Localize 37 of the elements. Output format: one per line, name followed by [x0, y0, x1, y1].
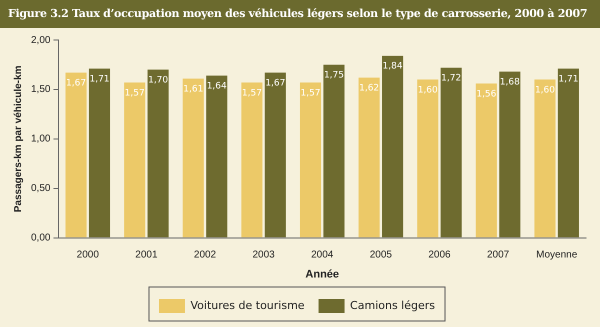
y-tick-label: 1,50: [30, 84, 51, 96]
data-label: 1,72: [441, 74, 462, 84]
data-label: 1,84: [382, 62, 403, 72]
data-label: 1,57: [124, 88, 145, 98]
x-tick-label: 2006: [428, 250, 452, 261]
data-label: 1,57: [300, 88, 321, 98]
data-label: 1,60: [534, 85, 556, 96]
x-tick-label: 2001: [135, 250, 158, 261]
data-label: 1,67: [66, 78, 86, 88]
data-label: 1,70: [148, 76, 168, 86]
data-label: 1,56: [476, 89, 497, 100]
x-axis-title: Année: [305, 268, 340, 280]
y-tick-label: 2,00: [30, 34, 51, 46]
x-tick-label: 2007: [486, 250, 510, 261]
x-tick-label: 2004: [311, 250, 334, 261]
x-tick-label: 2003: [252, 250, 276, 261]
data-label: 1,60: [418, 85, 438, 96]
x-tick-label: 2002: [194, 250, 217, 261]
data-label: 1,67: [265, 78, 286, 88]
data-label: 1,61: [183, 84, 204, 94]
data-label: 1,57: [242, 88, 262, 98]
data-label: 1,62: [359, 83, 380, 94]
data-label: 1,64: [206, 81, 228, 92]
y-tick-label: 1,00: [30, 134, 51, 145]
y-tick-label: 0,50: [30, 183, 51, 194]
chart-title: Figure 3.2 Taux d’occupation moyen des véhicules légers selon le type de carrosserie, 2000 à 2007: [0, 0, 600, 28]
y-tick-label: 0,00: [30, 232, 51, 244]
data-label: 1,75: [324, 70, 344, 81]
data-label: 1,71: [89, 74, 110, 85]
data-label: 1,68: [500, 77, 520, 88]
y-axis-title: Passagers-km par véhicule-km: [12, 65, 24, 212]
x-tick-label: 2000: [76, 250, 100, 261]
x-tick-label: Moyenne: [536, 250, 578, 261]
legend-label: Camions légers: [350, 298, 436, 312]
data-label: 1,71: [558, 74, 578, 85]
legend-label: Voitures de tourisme: [190, 298, 305, 312]
x-tick-label: 2005: [370, 250, 392, 261]
